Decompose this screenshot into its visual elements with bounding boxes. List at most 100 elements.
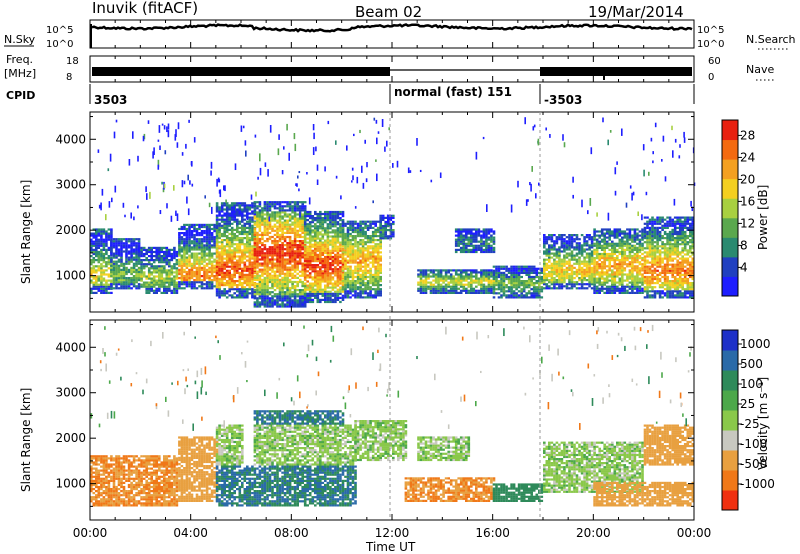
power-cell xyxy=(344,249,347,252)
power-cell xyxy=(568,272,571,276)
power-cell xyxy=(246,232,249,236)
power-cell xyxy=(155,246,158,249)
power-cell xyxy=(178,242,181,245)
power-cell xyxy=(346,286,350,289)
power-cell xyxy=(281,215,284,218)
power-cell xyxy=(241,284,244,287)
power-cell xyxy=(359,228,362,231)
power-cell xyxy=(238,261,242,264)
power-cell xyxy=(218,232,221,236)
power-cell xyxy=(276,252,279,255)
power-cell xyxy=(241,249,244,252)
power-cell xyxy=(296,252,299,255)
power-cell xyxy=(548,256,551,259)
power-cell xyxy=(198,258,201,261)
power-cell xyxy=(92,283,96,286)
power-cell xyxy=(326,215,330,218)
power-cell xyxy=(482,269,486,272)
power-cell xyxy=(303,303,307,306)
power-cell xyxy=(225,263,229,266)
power-cell xyxy=(543,252,546,255)
power-cell xyxy=(356,222,360,225)
power-cell xyxy=(578,268,581,271)
power-cell xyxy=(293,254,297,257)
power-cell xyxy=(168,265,171,268)
power-cell xyxy=(105,240,108,243)
power-cell xyxy=(470,277,473,280)
power-cell xyxy=(482,248,486,251)
power-cell xyxy=(465,250,468,254)
power-cell xyxy=(454,273,458,276)
power-cell xyxy=(238,202,242,205)
power-cell xyxy=(374,230,377,234)
power-cell xyxy=(505,296,508,299)
power-cell xyxy=(324,288,327,291)
power-cell xyxy=(512,269,516,272)
power-cell xyxy=(230,214,234,217)
power-cell xyxy=(457,283,460,286)
power-cell xyxy=(346,243,350,246)
power-cell xyxy=(147,287,151,290)
power-cell xyxy=(225,259,229,262)
power-cell xyxy=(311,288,315,291)
power-cell xyxy=(324,266,327,269)
power-cell xyxy=(301,209,304,212)
power-cell xyxy=(276,293,279,296)
power-cell xyxy=(200,246,204,249)
power-cell xyxy=(308,229,312,232)
power-cell xyxy=(263,219,267,222)
power-cell xyxy=(258,203,262,206)
power-cell xyxy=(102,257,106,260)
power-cell xyxy=(158,259,161,262)
power-cell xyxy=(218,282,221,285)
power-cell xyxy=(168,255,171,258)
power-cell xyxy=(122,268,126,271)
power-cell xyxy=(152,265,156,268)
power-cell xyxy=(238,241,242,244)
power-cell xyxy=(215,243,219,246)
power-cell xyxy=(215,290,219,293)
power-cell xyxy=(316,282,320,285)
power-cell xyxy=(225,249,229,252)
power-cell xyxy=(205,236,209,239)
power-cell xyxy=(298,209,302,212)
power-cell xyxy=(273,237,277,241)
power-cell xyxy=(550,268,554,271)
power-cell xyxy=(381,231,385,234)
power-cell xyxy=(246,292,249,295)
power-cell xyxy=(130,248,133,251)
power-cell xyxy=(565,240,569,243)
power-cell xyxy=(361,230,365,234)
power-cell xyxy=(160,250,164,254)
power-cell xyxy=(361,261,365,264)
power-cell xyxy=(147,289,151,292)
power-cell xyxy=(376,267,380,270)
power-cell xyxy=(500,277,503,281)
power-cell xyxy=(263,268,267,271)
power-cell xyxy=(334,233,337,236)
power-cell xyxy=(283,227,287,230)
power-cell xyxy=(336,241,340,244)
power-cell xyxy=(379,216,382,219)
power-cell xyxy=(497,271,501,274)
power-cell xyxy=(281,305,284,308)
power-cell xyxy=(530,296,533,299)
power-cell xyxy=(107,255,111,258)
power-cell xyxy=(195,234,199,237)
power-cell xyxy=(183,268,186,271)
power-cell xyxy=(266,301,269,304)
power-cell xyxy=(512,271,516,274)
power-cell xyxy=(190,246,194,249)
power-cell xyxy=(228,257,231,260)
power-cell xyxy=(308,272,312,275)
power-cell xyxy=(545,277,549,280)
power-cell xyxy=(522,271,526,274)
power-cell xyxy=(532,271,536,274)
power-cell xyxy=(220,275,224,279)
power-cell xyxy=(324,215,327,218)
power-cell xyxy=(215,288,219,291)
power-cell xyxy=(241,282,244,285)
power-cell xyxy=(490,273,493,276)
power-cell xyxy=(527,269,531,272)
power-cell xyxy=(349,255,352,258)
